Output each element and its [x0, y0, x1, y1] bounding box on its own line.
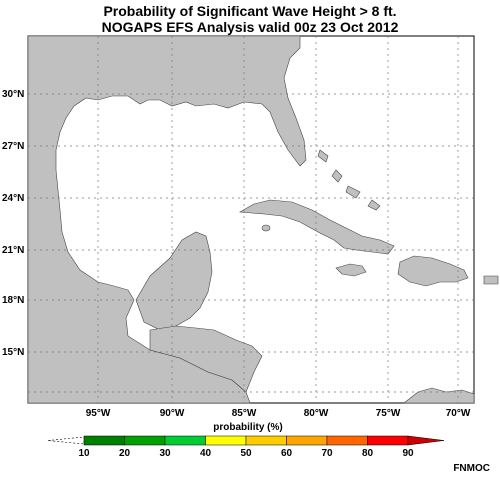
legend-swatch — [367, 435, 409, 446]
legend-swatch — [164, 435, 206, 446]
lon-labels: 95°W 90°W 85°W 80°W 75°W 70°W — [86, 408, 471, 419]
legend-tick-label: 60 — [281, 448, 293, 459]
lon-label-75: 75°W — [376, 408, 401, 419]
legend-tick-label: 30 — [159, 448, 171, 459]
legend-swatch — [205, 435, 247, 446]
cuba — [239, 199, 395, 255]
lat-label-27: 27°N — [2, 141, 24, 152]
legend-swatch — [286, 435, 328, 446]
legend-right-arrow — [407, 435, 445, 446]
legend-tick-label: 80 — [362, 448, 374, 459]
lat-label-15: 15°N — [2, 347, 24, 358]
legend-swatch — [124, 435, 166, 446]
legend-colorbar: 10 20 30 40 50 60 70 80 90 — [47, 435, 445, 459]
us-gulf-coast — [27, 35, 307, 404]
bahamas-2 — [331, 169, 343, 183]
lon-label-90: 90°W — [160, 408, 185, 419]
bahamas-1 — [317, 149, 329, 163]
lon-label-85: 85°W — [232, 408, 257, 419]
bahamas-3 — [345, 185, 361, 199]
lon-label-95: 95°W — [86, 408, 111, 419]
legend-tick-label: 10 — [78, 448, 90, 459]
lon-label-80: 80°W — [304, 408, 329, 419]
lat-label-24: 24°N — [2, 193, 24, 204]
lat-labels: 30°N 27°N 24°N 21°N 18°N 15°N — [2, 89, 24, 358]
bahamas-4 — [367, 199, 381, 211]
south-america — [403, 387, 475, 404]
legend-swatch — [83, 435, 125, 446]
isle-of-youth — [261, 224, 271, 232]
lat-label-21: 21°N — [2, 245, 24, 256]
legend-swatch — [326, 435, 368, 446]
central-america — [149, 325, 263, 393]
lat-label-18: 18°N — [2, 295, 24, 306]
map-title-line2: NOGAPS EFS Analysis valid 00z 23 Oct 201… — [101, 19, 399, 35]
lat-label-30: 30°N — [2, 89, 24, 100]
land-masses — [27, 35, 499, 404]
jamaica — [335, 263, 367, 277]
map-title-line1: Probability of Significant Wave Height >… — [103, 3, 397, 19]
legend-tick-label: 90 — [402, 448, 414, 459]
hispaniola — [397, 255, 469, 287]
legend-tick-label: 40 — [200, 448, 212, 459]
credit-label: FNMOC — [453, 463, 490, 474]
lon-label-70: 70°W — [446, 408, 471, 419]
puerto-rico — [483, 275, 499, 285]
grid-lines — [28, 36, 474, 403]
legend-tick-label: 70 — [321, 448, 333, 459]
legend-left-tail — [47, 436, 85, 445]
legend-swatch — [245, 435, 287, 446]
legend-tick-label: 20 — [119, 448, 131, 459]
legend-label: probability (%) — [213, 422, 282, 433]
legend-tick-label: 50 — [240, 448, 252, 459]
